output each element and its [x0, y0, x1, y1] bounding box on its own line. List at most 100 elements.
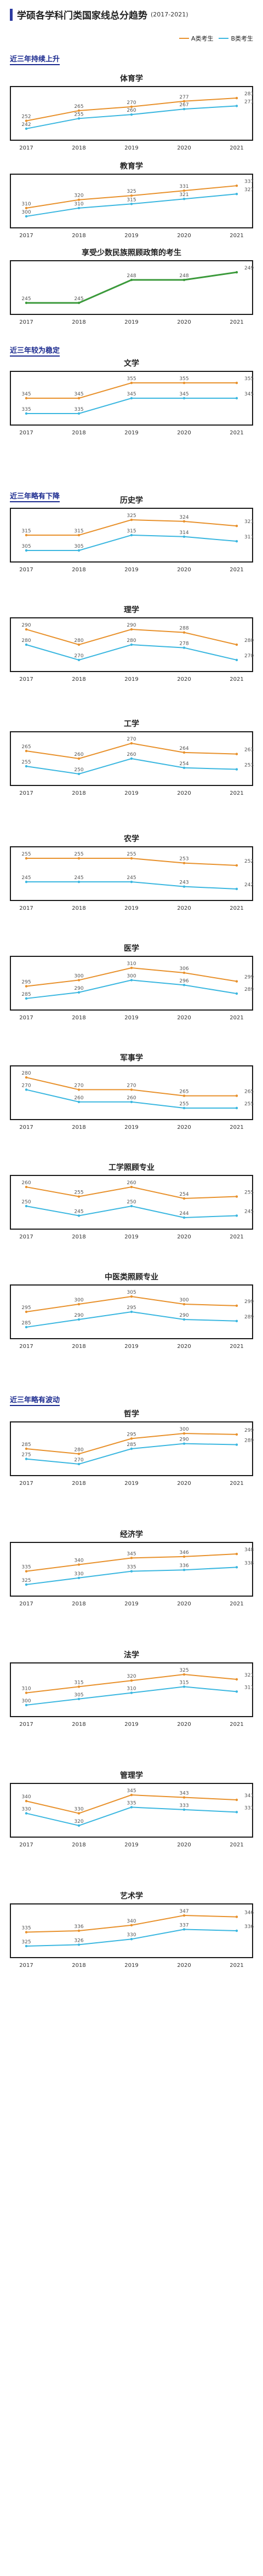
- data-label: 244: [179, 1211, 188, 1217]
- data-label: 281: [244, 91, 254, 97]
- data-label: 288: [179, 626, 188, 632]
- x-tick-label: 2021: [230, 319, 243, 325]
- data-label: 345: [127, 1788, 136, 1794]
- data-label: 310: [21, 202, 31, 207]
- chart-frame: [10, 1542, 253, 1597]
- data-point: [130, 1447, 133, 1450]
- x-tick-label: 2019: [124, 1963, 138, 1969]
- series-line-b: [26, 1311, 237, 1328]
- data-point: [25, 1185, 28, 1189]
- data-label: 300: [21, 210, 31, 215]
- chart-frame: [10, 1662, 253, 1717]
- data-label: 250: [74, 767, 83, 773]
- chart-svg: 335 336 340 347 346 325 326 330 337 336 2017 2018 20…: [19, 1909, 254, 1969]
- data-label: 327: [244, 187, 254, 193]
- x-tick-label: 2019: [124, 1234, 138, 1240]
- x-tick-label: 2017: [19, 1481, 33, 1487]
- chart-svg: 295 300 305 300 299 285 290 295 290 289 2017 2018 20…: [19, 1290, 254, 1350]
- data-point: [182, 1197, 186, 1200]
- data-label: 325: [127, 513, 136, 519]
- data-point: [130, 1185, 133, 1189]
- data-label: 355: [244, 376, 254, 382]
- x-tick-label: 2021: [230, 145, 243, 151]
- x-tick-label: 2020: [177, 1481, 191, 1487]
- chart-title: 文学: [124, 359, 139, 368]
- x-tick-label: 2021: [230, 1722, 243, 1728]
- chart-frame: [10, 1065, 253, 1120]
- data-point: [25, 1447, 28, 1450]
- series-line-b: [26, 1205, 237, 1218]
- data-point: [130, 203, 133, 205]
- data-point: [130, 1204, 133, 1208]
- data-point: [130, 105, 133, 108]
- x-tick-label: 2019: [124, 676, 138, 682]
- data-label: 335: [74, 407, 83, 412]
- x-tick-label: 2018: [72, 1842, 85, 1848]
- data-label: 295: [127, 1432, 136, 1437]
- data-point: [182, 1914, 186, 1917]
- x-tick-label: 2017: [19, 145, 33, 151]
- data-point: [235, 1566, 238, 1569]
- x-tick-label: 2019: [124, 1125, 138, 1131]
- data-point: [25, 1800, 28, 1803]
- data-point: [235, 980, 238, 983]
- data-point: [77, 198, 81, 201]
- data-label: 311: [244, 1685, 254, 1690]
- data-label: 264: [179, 746, 188, 751]
- data-label: 306: [179, 966, 188, 972]
- series-line-b: [26, 398, 237, 414]
- data-point: [182, 107, 186, 111]
- data-label: 355: [127, 376, 136, 382]
- data-point: [130, 966, 133, 969]
- data-label: 310: [21, 1686, 31, 1692]
- data-point: [235, 1690, 238, 1693]
- data-label: 280: [127, 638, 136, 644]
- x-tick-label: 2018: [72, 233, 85, 239]
- x-tick-label: 2017: [19, 1842, 33, 1848]
- x-tick-label: 2021: [230, 1842, 243, 1848]
- x-tick-label: 2021: [230, 567, 243, 573]
- data-point: [130, 1295, 133, 1298]
- data-label: 242: [244, 882, 254, 888]
- data-label: 336: [74, 1924, 83, 1930]
- data-label: 285: [127, 1442, 136, 1448]
- data-label: 355: [179, 376, 188, 382]
- data-label: 254: [179, 1192, 188, 1197]
- data-point: [25, 1204, 28, 1208]
- x-tick-label: 2017: [19, 676, 33, 682]
- x-tick-label: 2018: [72, 1015, 85, 1021]
- data-label: 270: [74, 1083, 83, 1088]
- data-point: [130, 1924, 133, 1927]
- data-point: [235, 96, 238, 100]
- data-point: [182, 646, 186, 649]
- data-point: [77, 979, 81, 982]
- x-tick-label: 2018: [72, 319, 85, 325]
- x-tick-label: 2020: [177, 676, 191, 682]
- data-point: [25, 397, 28, 400]
- data-point: [77, 1195, 81, 1198]
- chart-title: 军事学: [120, 1054, 143, 1063]
- data-point: [235, 1915, 238, 1918]
- data-point: [77, 1318, 81, 1321]
- data-label: 300: [74, 1298, 83, 1303]
- data-point: [130, 880, 133, 883]
- x-tick-label: 2017: [19, 1015, 33, 1021]
- data-point: [182, 100, 186, 102]
- x-tick-label: 2020: [177, 1125, 191, 1131]
- data-point: [25, 1570, 28, 1573]
- data-label: 341: [244, 1793, 254, 1799]
- data-point: [235, 105, 238, 107]
- data-label: 299: [244, 1428, 254, 1433]
- data-point: [235, 1678, 238, 1681]
- chart-svg: 290 280 290 288 280 280 270 280 278 270 2017 2018 20…: [19, 623, 254, 682]
- chart-title: 理学: [124, 606, 139, 615]
- page-header: 学硕各学科门类国家线总分趋势 (2017-2021): [0, 0, 263, 25]
- data-point: [182, 278, 186, 282]
- data-label: 299: [244, 1299, 254, 1305]
- section-heading: 近三年略有波动: [10, 1394, 60, 1406]
- series-line-b: [26, 1806, 237, 1826]
- chart-frame: [10, 846, 253, 901]
- data-label: 330: [74, 1571, 83, 1577]
- data-point: [25, 749, 28, 753]
- chart-frame: [10, 956, 253, 1011]
